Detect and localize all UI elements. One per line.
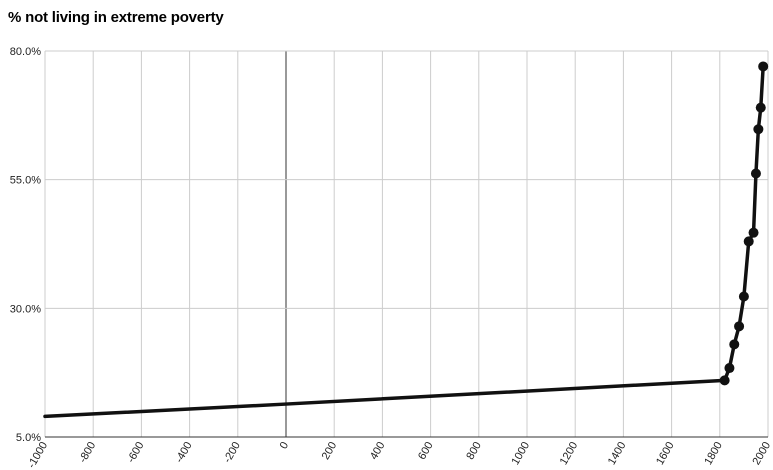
data-point [753, 124, 764, 135]
data-point [758, 61, 769, 72]
data-point [750, 168, 761, 179]
y-tick-label: 5.0% [16, 432, 41, 444]
x-tick-label: 2000 [750, 440, 773, 467]
x-tick-label: -400 [173, 440, 194, 465]
data-point [724, 363, 735, 374]
data-point [743, 236, 754, 247]
x-tick-label: 600 [416, 440, 436, 462]
x-tick-label: 200 [320, 440, 340, 462]
x-tick-label: 400 [368, 440, 388, 462]
x-tick-label: 1400 [606, 440, 629, 467]
data-point [738, 291, 749, 302]
data-point [719, 375, 730, 386]
chart-title: % not living in extreme poverty [8, 9, 224, 26]
x-tick-label: 1600 [654, 440, 677, 467]
x-tick-label: -600 [125, 440, 146, 465]
x-tick-label: -800 [77, 440, 98, 465]
x-tick-label: 1200 [558, 440, 581, 467]
x-tick-label: 1800 [702, 440, 725, 467]
data-point [755, 102, 766, 113]
y-tick-label: 30.0% [10, 303, 41, 315]
x-tick-label: -1000 [26, 440, 50, 470]
y-tick-label: 55.0% [10, 175, 41, 187]
y-tick-label: 80.0% [10, 46, 41, 58]
data-point [734, 321, 745, 332]
x-tick-label: 800 [464, 440, 484, 462]
x-tick-label: 1000 [509, 440, 532, 467]
x-tick-label: -200 [222, 440, 243, 465]
x-tick-label: 0 [278, 440, 291, 451]
data-point [729, 339, 740, 350]
data-point [748, 227, 759, 238]
series-line [43, 64, 765, 419]
